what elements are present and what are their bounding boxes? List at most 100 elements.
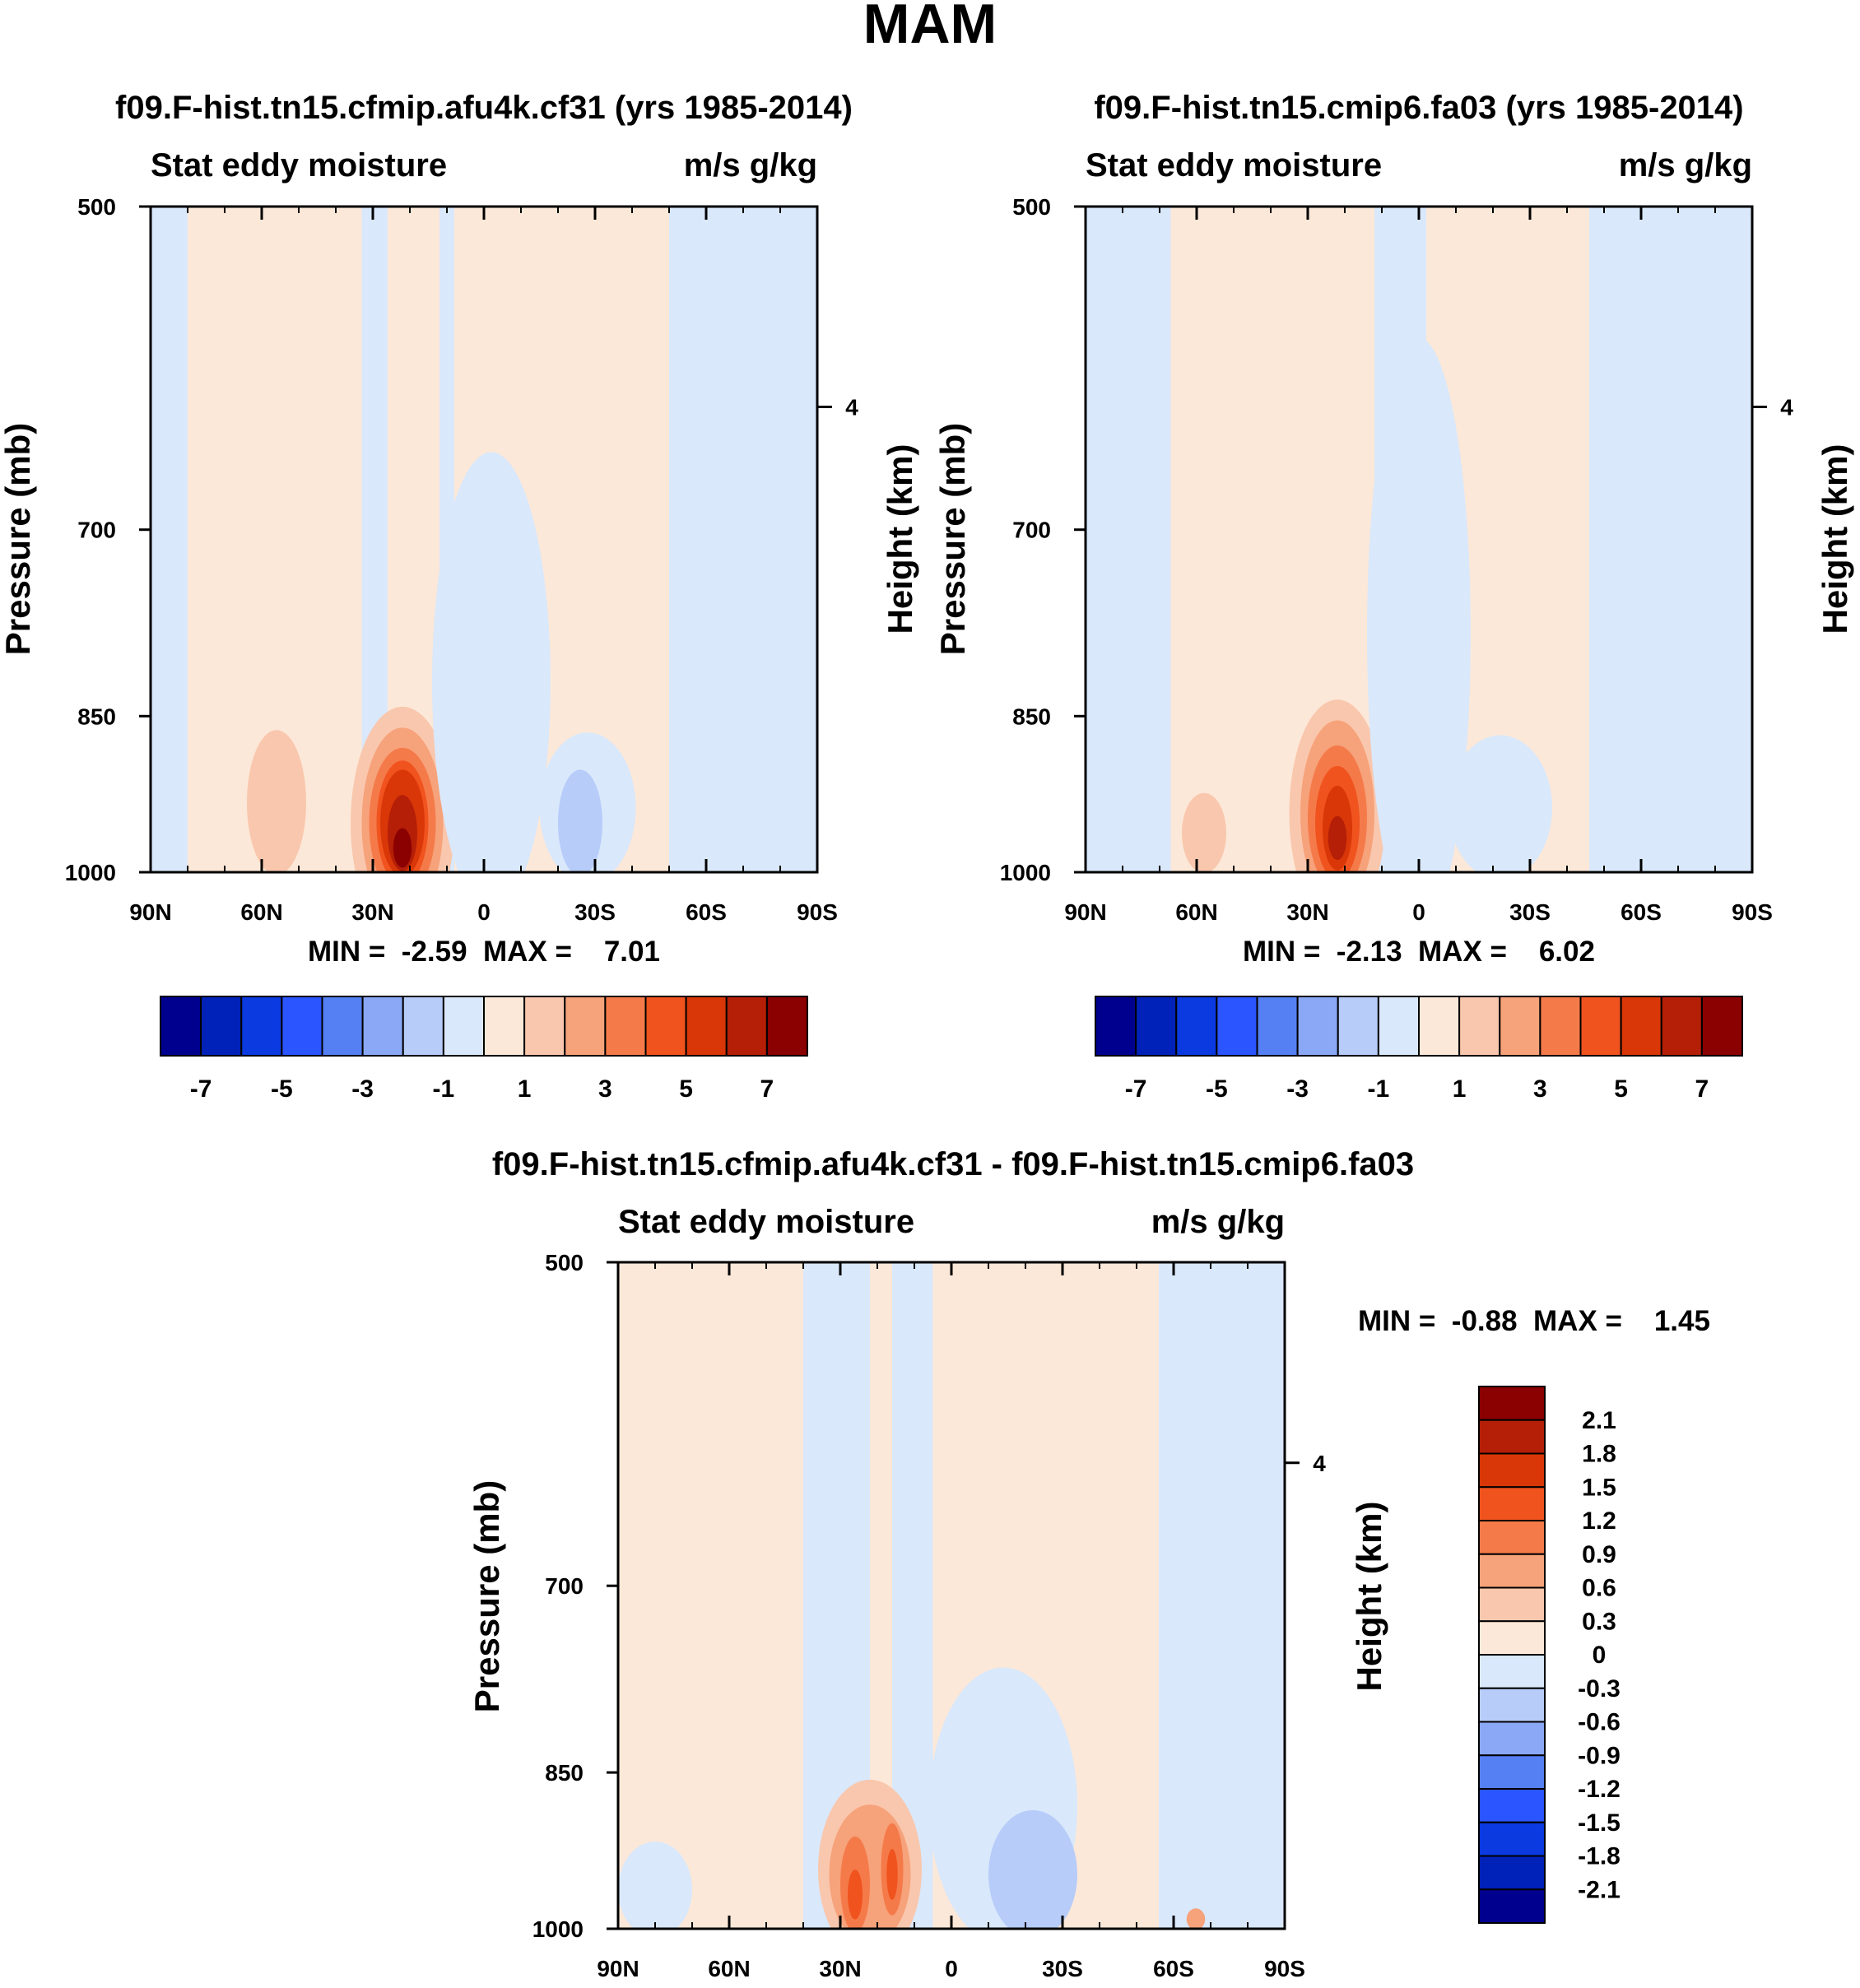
colorbar-swatch [321,996,364,1057]
y-axis-title-right: Height (km) [1816,444,1854,634]
x-tick-label: 60S [686,899,727,925]
y-tick-label: 1000 [65,860,116,885]
plot-area [618,1262,1285,1929]
colorbar-swatch [1478,1821,1546,1857]
panel-title: f09.F-hist.tn15.cfmip.afu4k.cf31 - f09.F… [492,1146,1414,1182]
min-max-stats: MIN = -0.88 MAX = 1.45 [1358,1305,1710,1337]
colorbar-swatch [1175,996,1218,1057]
colorbar-swatch [483,996,526,1057]
colorbar-swatch [1478,1754,1546,1790]
colorbar-swatch [1216,996,1258,1057]
y-tick-label: 700 [1012,518,1051,543]
colorbar-swatch [1478,1888,1546,1924]
x-tick-label: 30N [819,1956,861,1981]
contour-region [393,828,412,868]
colorbar: 2.1 1.8 1.5 1.2 0.9 0.6 0.3 0 -0.3 -0.6 -0.9 -1.2 -1… [1478,1386,1621,1924]
subtitle-left: Stat eddy moisture [1086,147,1382,183]
colorbar-label: -1 [1368,1075,1390,1103]
colorbar-swatch [564,996,607,1057]
colorbar-swatch [685,996,728,1057]
colorbar: -7 -5 -3 -1 1 3 5 7 [1095,996,1743,1103]
colorbar-swatch [725,996,768,1057]
x-tick-label: 30S [574,899,616,925]
colorbar-swatch [1478,1620,1546,1656]
colorbar-swatch [1700,996,1743,1057]
x-tick-label: 60S [1621,899,1662,925]
y-tick-label: 500 [545,1250,584,1275]
panel-title: f09.F-hist.tn15.cmip6.fa03 (yrs 1985-201… [1094,90,1743,126]
colorbar-swatch [1660,996,1703,1057]
colorbar-label: -0.9 [1578,1742,1621,1769]
x-tick-label: 0 [477,899,491,925]
panel-b: f09.F-hist.tn15.cmip6.fa03 (yrs 1985-201… [933,90,1854,1103]
x-ticks: 90N 60N 30N 0 30S 60S 90S [1064,207,1773,925]
data-region [188,207,225,872]
colorbar-label: -3 [1286,1075,1309,1103]
x-tick-label: 30N [351,899,393,925]
subtitle-left: Stat eddy moisture [151,147,447,183]
contour-region [1448,735,1552,872]
colorbar-label: -7 [190,1075,212,1103]
colorbar-swatch [1478,1855,1546,1891]
x-tick-label: 90N [1064,899,1106,925]
y-ticks: 500 700 850 1000 [65,194,151,885]
colorbar-label: 3 [598,1075,612,1103]
plot-area [151,207,817,872]
colorbar-swatch [442,996,485,1057]
right-ticks: 4 [1752,395,1793,420]
x-tick-label: 30S [1042,1956,1083,1981]
min-max-stats: MIN = -2.59 MAX = 7.01 [308,936,660,968]
contour-region [724,783,762,872]
y-axis-title: Pressure (mb) [0,423,37,655]
colorbar-label: -2.1 [1578,1876,1621,1903]
colorbar-swatch [281,996,323,1057]
x-ticks: 90N 60N 30N 0 30S 60S 90S [597,1262,1305,1981]
colorbar-label: 0 [1593,1642,1607,1669]
colorbar-label: 0.3 [1582,1608,1616,1635]
colorbar-label: -3 [351,1075,374,1103]
x-tick-label: 30S [1509,899,1551,925]
right-ticks: 4 [1285,1451,1326,1476]
data-region [1159,1262,1285,1929]
colorbar-swatch [402,996,444,1057]
y-tick-label: 700 [545,1573,584,1599]
colorbar-label: -1 [433,1075,455,1103]
colorbar-swatch [523,996,566,1057]
colorbar-swatch [1337,996,1379,1057]
plot-area [1086,207,1752,872]
colorbar-swatch [1620,996,1662,1057]
x-tick-label: 30N [1286,899,1328,925]
colorbar-label: 5 [1614,1075,1628,1103]
colorbar-label: -1.5 [1578,1809,1621,1837]
y-axis-title-right: Height (km) [1350,1502,1388,1692]
y-ticks: 500 700 850 1000 [1000,194,1086,885]
contour-region [432,452,551,872]
contour-region [886,1848,898,1900]
contour-region [848,1870,863,1920]
subtitle-left: Stat eddy moisture [618,1204,914,1240]
data-region [1589,207,1752,872]
colorbar-swatch [1256,996,1299,1057]
data-region [151,207,188,872]
y-axis-title: Pressure (mb) [933,423,972,655]
colorbar-swatch [240,996,283,1057]
colorbar-label: 1.5 [1582,1474,1616,1501]
colorbar-swatch [1377,996,1420,1057]
colorbar-swatch [1478,1386,1546,1421]
colorbar-swatch [1296,996,1339,1057]
colorbar-label: 7 [1695,1075,1709,1103]
colorbar-swatch [160,996,202,1057]
colorbar-label: -0.3 [1578,1675,1621,1702]
colorbar-swatch [1478,1452,1546,1489]
contour-region [558,769,602,872]
colorbar-label: 1.8 [1582,1441,1616,1468]
colorbar-swatch [1478,1419,1546,1455]
colorbar-label: 0.9 [1582,1541,1616,1568]
colorbar-swatch [1095,996,1137,1057]
y-tick-label: 500 [1012,194,1051,220]
panel-c: f09.F-hist.tn15.cfmip.afu4k.cf31 - f09.F… [467,1146,1710,1981]
colorbar: -7 -5 -3 -1 1 3 5 7 [160,996,808,1103]
x-tick-label: 90S [1264,1956,1305,1981]
colorbar-swatch [1579,996,1622,1057]
